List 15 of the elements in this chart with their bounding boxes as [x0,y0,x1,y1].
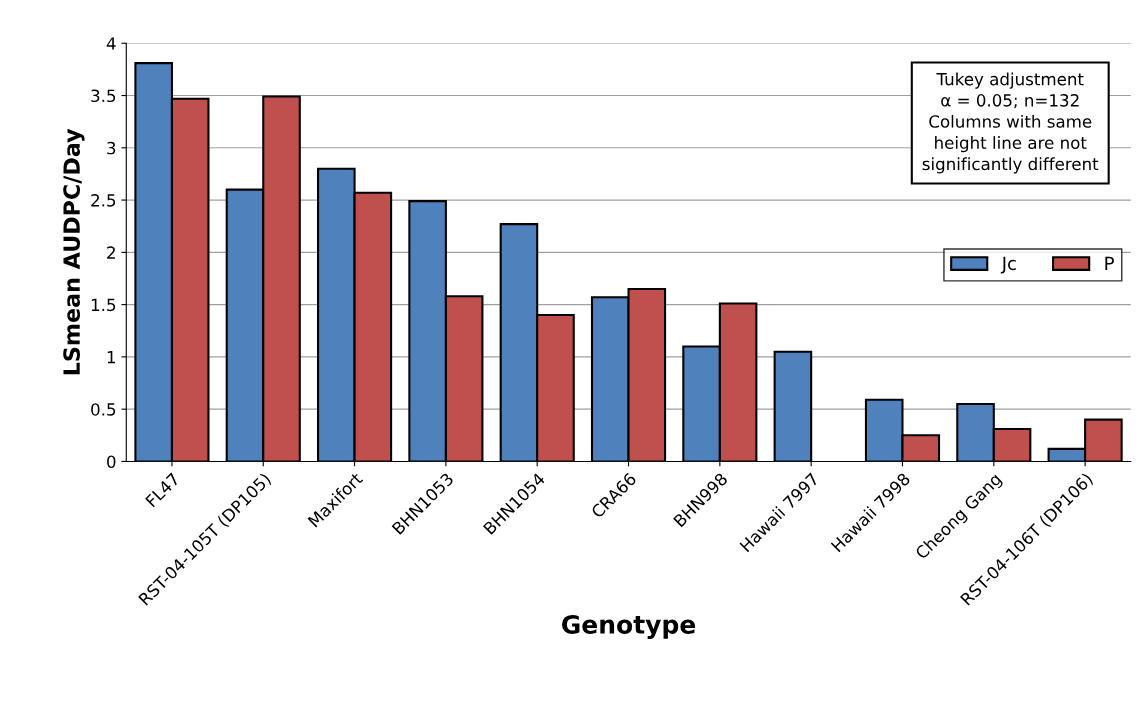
legend-label: P [1105,256,1114,270]
y-tick-label: 0.5 [91,403,116,416]
legend-label: Jc [1000,256,1016,274]
y-tick-label: 1 [107,351,116,364]
bar [773,350,813,462]
y-tick-label: 4 [106,37,116,50]
y-tick-label: 0 [107,455,116,469]
x-axis-title: Genotype [562,614,696,639]
annotation: Tukey adjustment α = 0.05; n=132 Columns with same height line are not significantly different [922,72,1099,174]
y-tick-label: 2 [107,246,115,259]
y-tick-label: 3 [107,141,116,155]
y-tick-label: 1.5 [91,298,116,312]
y-tick-label: 2.5 [91,194,116,207]
y-axis-title: LSmean AUDPC/Day [63,128,85,375]
y-tick-label: 3.5 [91,89,116,103]
